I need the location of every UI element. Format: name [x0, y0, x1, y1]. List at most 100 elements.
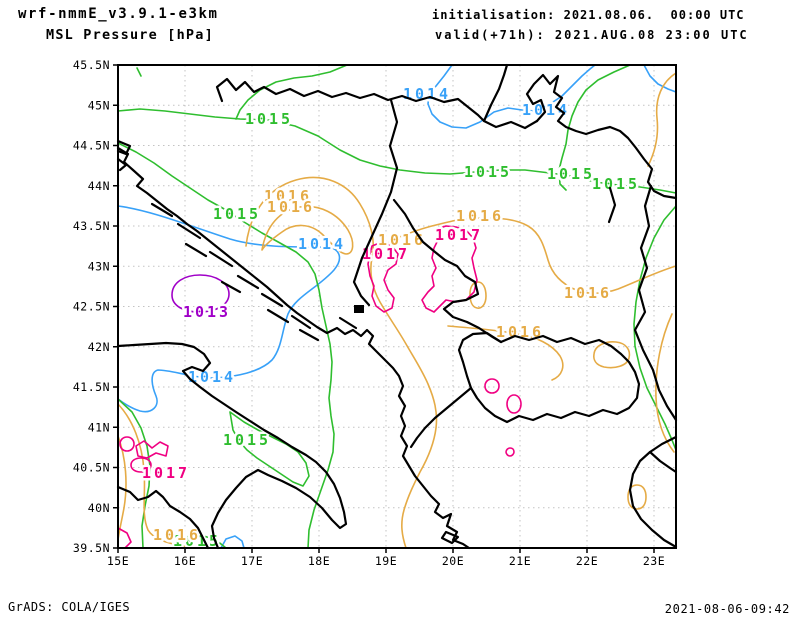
x-tick-label: 15E: [107, 554, 129, 568]
contour-1016: [117, 435, 127, 541]
contour-label-1016: 1016: [153, 526, 201, 544]
coastline-path: [392, 198, 503, 344]
coastline-path: [352, 98, 399, 307]
contour-1017: [505, 447, 515, 457]
contour-label-1016: 1016: [264, 187, 312, 205]
contour-label-1017: 1017: [142, 464, 190, 482]
y-tick-label: 43.5N: [73, 219, 110, 233]
contour-label-1014: 1014: [298, 235, 346, 253]
contour-1017: [130, 457, 152, 473]
x-tick-label: 19E: [375, 554, 397, 568]
contour-label-1017: 1017: [435, 226, 483, 244]
y-tick-label: 40.5N: [73, 461, 110, 475]
contour-1016: [117, 403, 191, 549]
y-tick-label: 41.5N: [73, 380, 110, 394]
contour-label-1015: 1015: [547, 165, 595, 183]
coastline-path: [116, 146, 471, 550]
x-tick-label: 22E: [576, 554, 598, 568]
coastline-path: [633, 184, 678, 422]
coastline-path: [176, 222, 202, 240]
contour-label-1015: 1015: [592, 175, 640, 193]
contour-1016: [593, 341, 631, 369]
contour-label-1016: 1016: [496, 323, 544, 341]
contour-label-1016: 1016: [267, 198, 315, 216]
contour-1017: [506, 394, 522, 414]
y-tick-label: 43N: [88, 259, 110, 273]
contour-label-1013: 1013: [183, 303, 231, 321]
coastline-path: [116, 157, 128, 172]
contour-1016: [245, 176, 438, 549]
y-tick-label: 44.5N: [73, 139, 110, 153]
contour-1016: [261, 205, 354, 255]
coastline-path: [215, 77, 539, 130]
contour-1015: [117, 108, 677, 194]
contour-1016: [647, 72, 677, 167]
y-tick-label: 39.5N: [73, 541, 110, 555]
y-tick-label: 45.5N: [73, 58, 110, 72]
coastline-path: [409, 386, 473, 449]
contour-1016: [371, 217, 677, 295]
contour-1015: [235, 64, 348, 120]
coastline-path: [628, 435, 678, 549]
coastline-path: [525, 73, 678, 200]
contour-label-1015: 1015: [464, 163, 512, 181]
x-tick-label: 18E: [308, 554, 330, 568]
contour-1015: [633, 205, 677, 451]
contour-1017: [421, 225, 478, 313]
model-title: wrf-nmmE_v3.9.1-e3km: [18, 6, 219, 22]
x-tick-label: 16E: [174, 554, 196, 568]
contour-1015: [136, 67, 142, 77]
contour-1016: [469, 281, 487, 309]
y-tick-label: 42N: [88, 340, 110, 354]
city-marker: [354, 305, 364, 313]
field-title: MSL Pressure [hPa]: [46, 27, 214, 43]
contour-label-1016: 1016: [564, 284, 612, 302]
coastline-path: [607, 186, 617, 224]
coastline-path: [338, 316, 358, 330]
contour-label-1016: 1016: [378, 231, 426, 249]
y-tick-label: 40N: [88, 501, 110, 515]
contour-label-1015: 1015: [213, 205, 261, 223]
coastline-path: [298, 328, 320, 342]
contour-label-1015: 1015: [223, 431, 271, 449]
contour-1015: [117, 142, 335, 549]
contour-1014: [643, 64, 677, 93]
contour-1016: [627, 484, 647, 510]
coastline-path: [116, 139, 132, 156]
contour-label-1016: 1016: [456, 207, 504, 225]
contour-1016: [655, 313, 675, 453]
y-tick-label: 41N: [88, 420, 110, 434]
contour-1017: [484, 378, 500, 394]
generated-time: 2021-08-06-09:42: [664, 602, 790, 616]
contour-1014: [220, 535, 245, 549]
contour-label-1014: 1014: [188, 368, 236, 386]
contour-1013: [171, 274, 230, 313]
coastline-path: [440, 530, 460, 545]
coastline-path: [457, 331, 641, 424]
contour-1015: [117, 398, 151, 549]
y-tick-label: 45N: [88, 98, 110, 112]
x-tick-label: 21E: [509, 554, 531, 568]
init-time-label: initialisation: 2021.08.06. 00:00 UTC: [432, 8, 745, 22]
valid-time-label: valid(+71h): 2021.AUG.08 23:00 UTC: [435, 28, 749, 42]
coastline-path: [266, 308, 290, 324]
contour-1015: [558, 64, 631, 191]
x-tick-label: 17E: [241, 554, 263, 568]
grads-credit: GrADS: COLA/IGES: [8, 600, 130, 614]
contour-1017: [117, 527, 132, 549]
x-tick-label: 23E: [643, 554, 665, 568]
coastline-path: [116, 341, 348, 550]
coastline-path: [260, 292, 284, 308]
contour-label-1017: 1017: [362, 245, 410, 263]
coastline-path: [184, 242, 208, 258]
contour-1015: [229, 411, 310, 487]
contour-label-1014: 1014: [403, 85, 451, 103]
y-tick-label: 44N: [88, 179, 110, 193]
y-tick-label: 42.5N: [73, 300, 110, 314]
coastline-path: [208, 250, 234, 268]
coastline-path: [150, 202, 174, 218]
coastline-path: [116, 485, 210, 550]
coastline-path: [648, 450, 678, 474]
